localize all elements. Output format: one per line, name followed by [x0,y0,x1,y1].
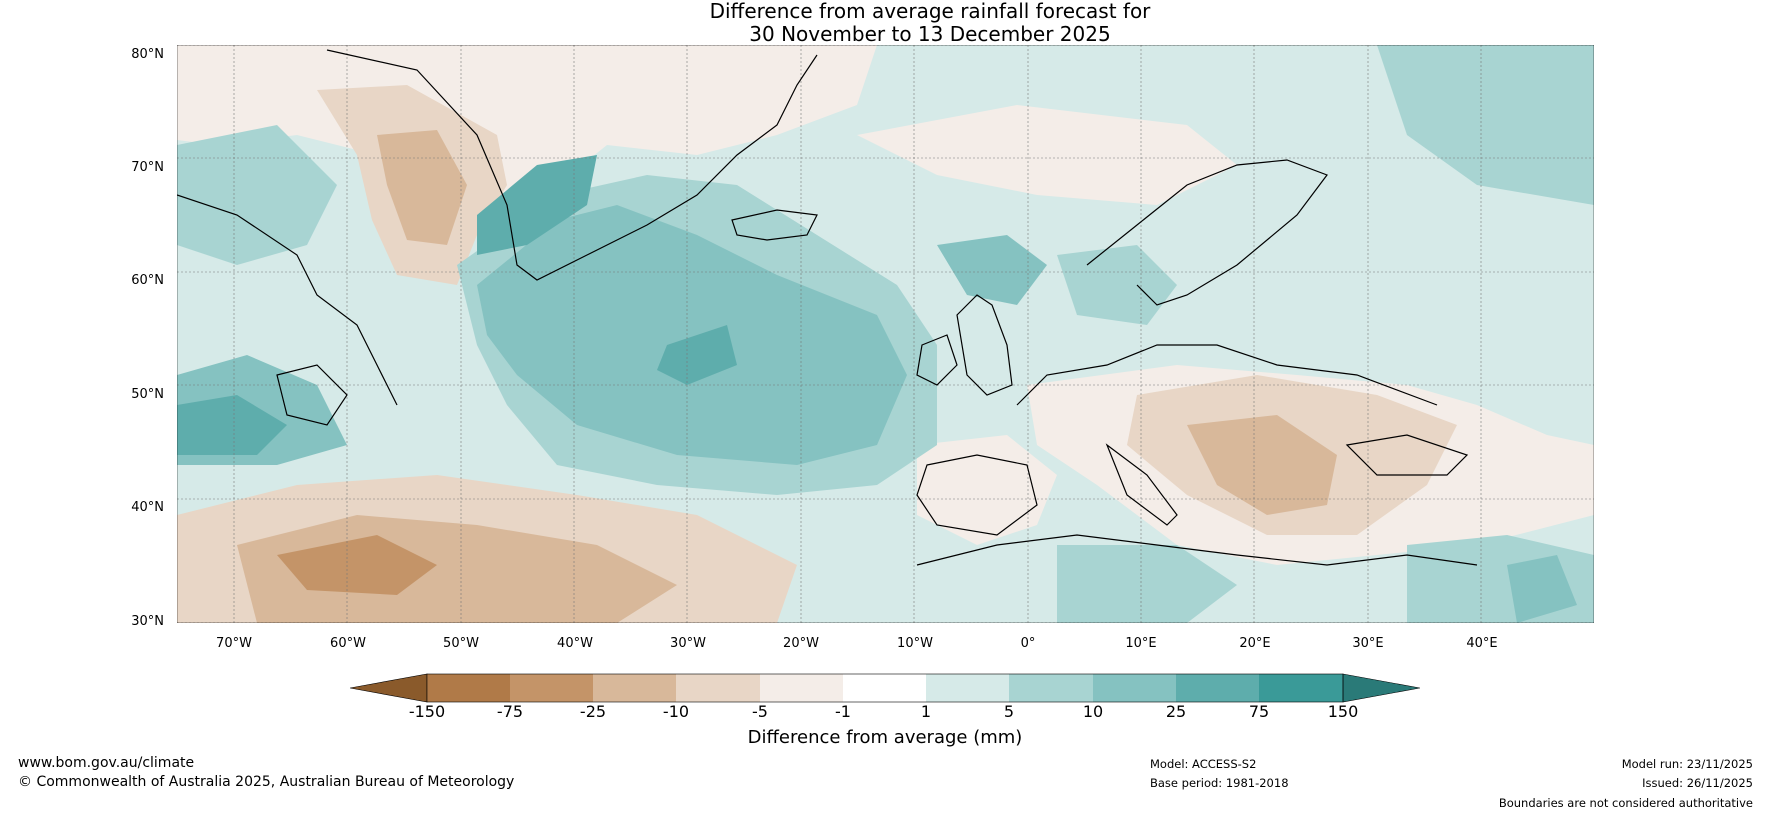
colorbar-bin-10 [1176,674,1259,702]
lat-label-50n: 50°N [131,387,164,402]
coastline-north-africa [916,534,1478,566]
lon-label-30w: 30°W [670,636,706,651]
wet-anomaly-regions [177,45,1594,623]
colorbar-bin-3 [593,674,676,702]
footer-disclaimer: Boundaries are not considered authoritat… [1498,796,1753,810]
coastline-italy [1105,443,1178,526]
lon-label-10w: 10°W [897,636,933,651]
colorbar-bin-7 [926,674,1009,702]
dry-region-greenland-core [377,130,467,245]
lat-label-30n: 30°N [131,614,164,629]
lon-label-20e: 20°E [1239,636,1271,651]
coastline-newfoundland [276,364,348,426]
footer-website: www.bom.gov.au/climate [18,755,195,771]
lon-label-60w: 60°W [330,636,366,651]
colorbar-bin-5 [760,674,843,702]
title-line-1: Difference from average rainfall forecas… [709,0,1151,23]
coastline-labrador [177,194,398,406]
coastline-iceland [731,209,818,241]
colorbar-bin-9 [1093,674,1176,702]
lon-label-30e: 30°E [1352,636,1384,651]
coastline-scandinavia [1086,159,1328,306]
graticule [177,45,1594,623]
colorbar-bin-11 [1259,674,1343,702]
lon-label-40w: 40°W [557,636,593,651]
wet-region-mediterranean-south [1057,545,1237,623]
legend-tick-label: -5 [752,702,768,721]
lon-label-10e: 10°E [1125,636,1157,651]
wet-region-arctic-east [1377,45,1594,205]
dry-region-balkans-core [1187,415,1337,515]
wet-region-norway-coast [937,235,1047,305]
lat-label-80n: 80°N [131,47,164,62]
dry-region-arctic [177,45,877,205]
colorbar-bin-1 [427,674,510,702]
footer-base-period: Base period: 1981-2018 [1150,776,1289,790]
footer-copyright: © Commonwealth of Australia 2025, Austra… [18,774,515,790]
legend-colorbar [350,673,1420,703]
colorbar-bin-4 [676,674,760,702]
legend-tick-label: -1 [835,702,851,721]
wet-region-east-med-core [1507,555,1577,623]
legend-tick-label: -25 [579,702,607,721]
legend-title: Difference from average (mm) [747,727,1023,748]
dry-anomaly-regions [177,45,1594,623]
rainfall-anomaly-map [177,45,1594,623]
lat-label-40n: 40°N [131,500,164,515]
colorbar-frame [426,673,1344,703]
lon-label-20w: 20°W [783,636,819,651]
footer-model-run: Model run: 23/11/2025 [1621,757,1753,771]
coastline-ireland [916,334,958,386]
dry-region-norwegian-sea [857,105,1237,205]
legend-tick-label: 25 [1165,702,1187,721]
chart-title: Difference from average rainfall forecas… [0,0,1770,46]
lon-label-0: 0° [1020,636,1036,651]
wet-region-labrador [177,125,337,265]
footer-issued: Issued: 26/11/2025 [1642,776,1753,790]
legend-tick-label: -150 [408,702,446,721]
legend-tick-label: 10 [1082,702,1104,721]
coastline-greenland [326,49,818,281]
title-line-2: 30 November to 13 December 2025 [749,22,1111,46]
lon-label-50w: 50°W [443,636,479,651]
wet-region-canada-coast [177,395,287,455]
legend-tick-label: 75 [1248,702,1270,721]
coastline-europe [1016,344,1438,406]
colorbar-bin-8 [1009,674,1093,702]
lat-label-70n: 70°N [131,160,164,175]
wet-region-north-atlantic-core [477,205,907,465]
coastline-british-isles [956,294,1013,396]
legend-tick-label: -10 [662,702,690,721]
lat-label-60n: 60°N [131,273,164,288]
colorbar-bin-6 [843,674,926,702]
coastline-iberia [916,454,1038,536]
colorbar-bin-2 [510,674,593,702]
dry-region-subtropical-deep [277,535,437,595]
coastline-black-sea [1345,434,1469,476]
dry-region-iberia [917,435,1057,545]
wet-region-mid-atlantic-max [657,325,737,385]
colorbar-arrow-right [1342,673,1420,703]
coastlines [177,49,1478,566]
legend-tick-label: 5 [1003,702,1015,721]
lon-label-70w: 70°W [216,636,252,651]
footer-model: Model: ACCESS-S2 [1150,757,1257,771]
legend-tick-label: 1 [920,702,932,721]
wet-region-denmark-strait [477,155,597,255]
colorbar-arrow-left [350,673,428,703]
legend-tick-label: -75 [496,702,524,721]
lon-label-40e: 40°E [1466,636,1498,651]
legend-tick-label: 150 [1327,702,1359,721]
